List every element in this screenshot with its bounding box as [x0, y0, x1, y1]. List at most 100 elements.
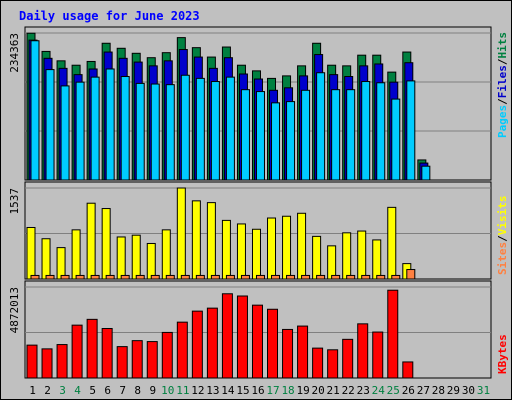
- x-tick-label: 19: [296, 384, 309, 397]
- visits-bar-day-9: [146, 242, 156, 280]
- sites-bar-day-10: [165, 274, 175, 280]
- sites-bar-day-1: [30, 274, 40, 280]
- visits-bar-day-4: [71, 229, 81, 280]
- y-max-label-hits_files_pages: 234363: [8, 33, 21, 73]
- x-tick-label: 13: [206, 384, 219, 397]
- sites-bar-day-22: [346, 274, 356, 280]
- visits-bar-day-3: [56, 247, 66, 280]
- x-tick-label: 30: [462, 384, 475, 397]
- x-tick-label: 29: [447, 384, 460, 397]
- legend-hits: Hits: [496, 32, 509, 59]
- kbytes-bar-day-12: [191, 310, 203, 379]
- pages-bar-day-27: [421, 165, 431, 181]
- y-max-label-visits_sites: 1537: [8, 188, 21, 215]
- pages-bar-day-21: [331, 89, 341, 181]
- visits-bar-day-16: [251, 228, 261, 280]
- legend-separator: /: [496, 98, 509, 105]
- pages-bar-day-5: [90, 76, 100, 181]
- kbytes-bar-day-4: [71, 324, 83, 379]
- kbytes-bar-day-24: [372, 331, 384, 379]
- kbytes-bar-day-9: [146, 341, 158, 379]
- kbytes-bar-day-8: [131, 340, 143, 379]
- x-tick-label: 3: [59, 384, 66, 397]
- x-tick-label: 6: [104, 384, 111, 397]
- visits-bar-day-21: [327, 245, 337, 280]
- visits-bar-day-8: [131, 234, 141, 280]
- x-tick-label: 20: [312, 384, 325, 397]
- sites-bar-day-23: [361, 274, 371, 280]
- legend-pages: Pages: [496, 105, 509, 138]
- kbytes-bar-day-21: [327, 349, 339, 379]
- kbytes-bar-day-16: [251, 304, 263, 379]
- sites-bar-day-13: [210, 274, 220, 280]
- sites-bar-day-17: [271, 274, 281, 280]
- kbytes-bar-day-3: [56, 344, 68, 379]
- pages-bar-day-23: [361, 81, 371, 181]
- x-tick-label: 27: [417, 384, 430, 397]
- legend-separator: /: [496, 235, 509, 242]
- sites-bar-day-21: [331, 274, 341, 280]
- legend-kbytes: KBytes: [496, 334, 509, 374]
- kbytes-bar-day-7: [116, 346, 128, 379]
- x-tick-label: 31: [477, 384, 490, 397]
- pages-bar-day-26: [406, 80, 416, 181]
- sites-bar-day-12: [195, 274, 205, 280]
- visits-bar-day-17: [267, 217, 277, 280]
- kbytes-bar-day-18: [282, 328, 294, 379]
- visits-bar-day-10: [161, 229, 171, 280]
- x-tick-label: 10: [161, 384, 174, 397]
- x-tick-label: 12: [191, 384, 204, 397]
- legend-kbytes: KBytes: [496, 334, 509, 374]
- kbytes-bar-day-25: [387, 289, 399, 379]
- legend-sites: Sites: [496, 242, 509, 275]
- pages-bar-day-19: [301, 89, 311, 181]
- visits-bar-day-1: [26, 226, 36, 280]
- pages-bar-day-1: [30, 40, 40, 181]
- x-tick-label: 2: [44, 384, 51, 397]
- x-tick-label: 14: [221, 384, 235, 397]
- kbytes-bar-day-2: [41, 348, 53, 379]
- visits-bar-day-15: [236, 223, 246, 280]
- pages-bar-day-9: [150, 83, 160, 181]
- visits-bar-day-5: [86, 202, 96, 280]
- kbytes-bar-day-5: [86, 318, 98, 379]
- pages-bar-day-2: [45, 69, 55, 181]
- sites-bar-day-16: [255, 274, 265, 280]
- kbytes-bar-day-15: [236, 295, 248, 379]
- kbytes-bar-day-23: [357, 323, 369, 379]
- pages-bar-day-6: [105, 68, 115, 181]
- sites-bar-day-9: [150, 274, 160, 280]
- x-tick-label: 28: [432, 384, 445, 397]
- x-tick-label: 11: [176, 384, 189, 397]
- sites-bar-day-14: [225, 274, 235, 280]
- pages-bar-day-3: [60, 85, 70, 181]
- pages-bar-day-7: [120, 76, 130, 181]
- pages-bar-day-14: [225, 76, 235, 181]
- kbytes-bar-day-22: [342, 338, 354, 379]
- x-tick-label: 15: [236, 384, 249, 397]
- x-tick-label: 25: [387, 384, 400, 397]
- sites-bar-day-18: [286, 274, 296, 280]
- sites-bar-day-15: [240, 274, 250, 280]
- sites-bar-day-8: [135, 274, 145, 280]
- visits-bar-day-18: [282, 215, 292, 280]
- kbytes-bar-day-13: [206, 307, 218, 379]
- x-tick-label: 17: [266, 384, 279, 397]
- y-max-label-kbytes: 4872013: [8, 287, 21, 333]
- visits-bar-day-7: [116, 236, 126, 280]
- pages-bar-day-24: [376, 82, 386, 181]
- kbytes-bar-day-26: [402, 361, 414, 379]
- pages-bar-day-17: [271, 102, 281, 181]
- x-tick-label: 4: [74, 384, 81, 397]
- kbytes-bar-day-19: [297, 325, 309, 379]
- x-tick-label: 26: [402, 384, 415, 397]
- x-tick-label: 22: [342, 384, 355, 397]
- x-tick-label: 1: [29, 384, 36, 397]
- kbytes-bar-day-11: [176, 321, 188, 379]
- x-tick-label: 24: [372, 384, 386, 397]
- pages-bar-day-18: [286, 101, 296, 181]
- sites-bar-day-19: [301, 274, 311, 280]
- pages-bar-day-4: [75, 81, 85, 181]
